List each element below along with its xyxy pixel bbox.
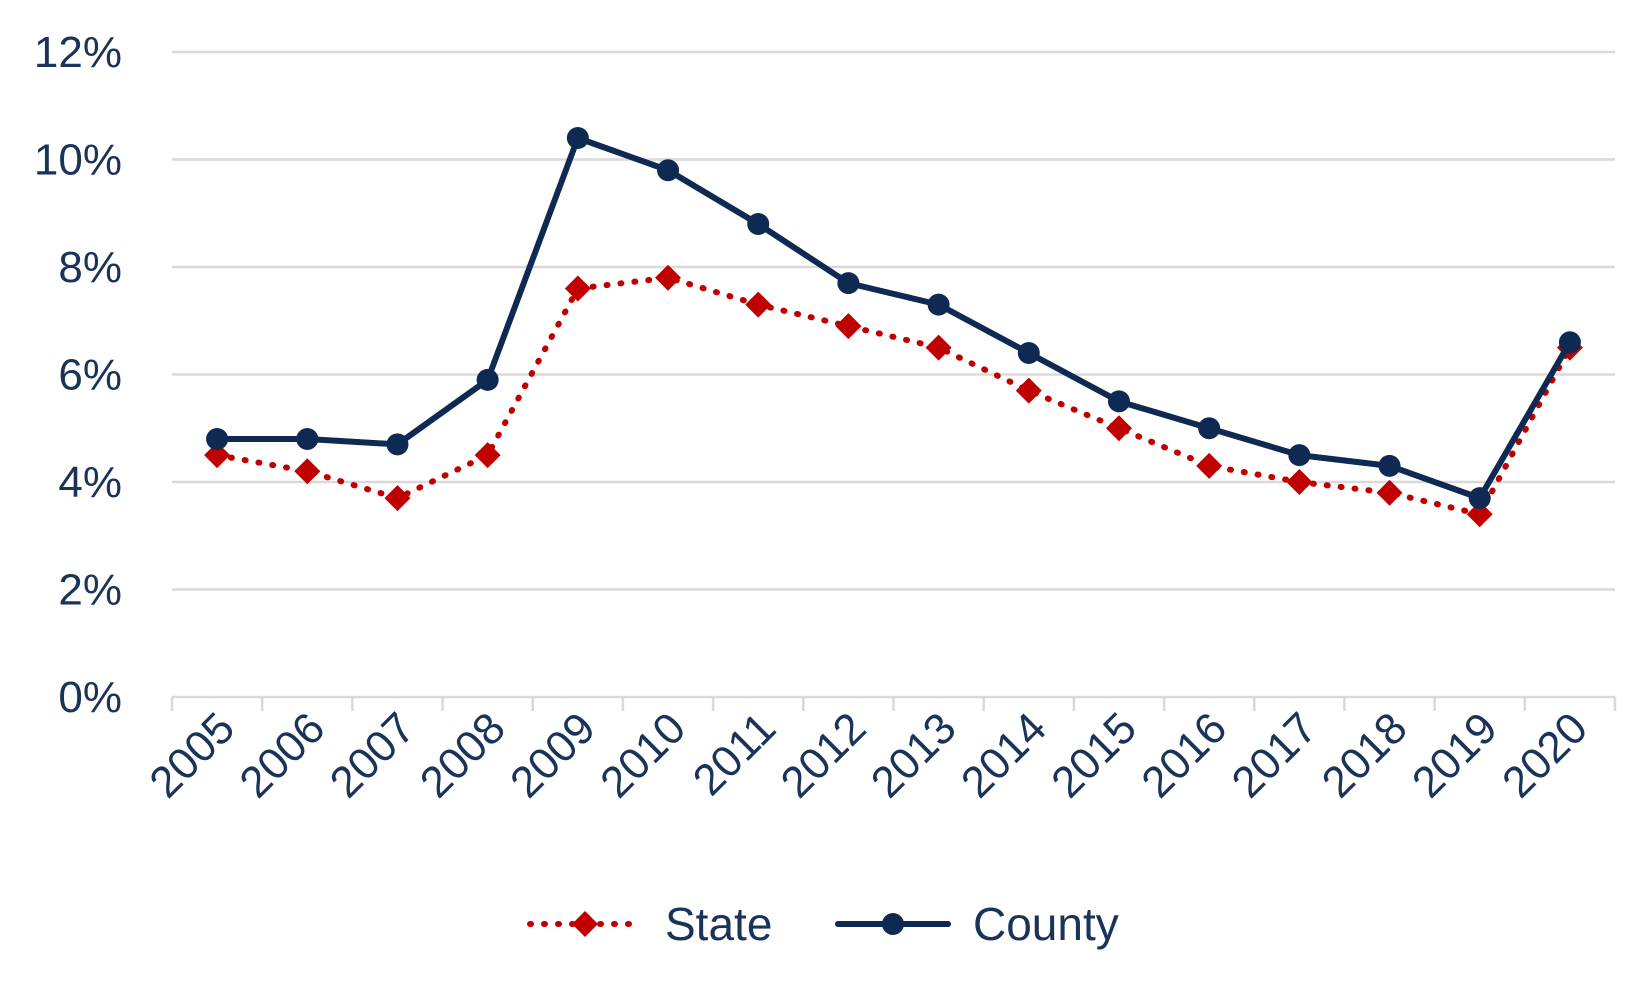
data-point-county bbox=[927, 293, 950, 316]
series-line-state bbox=[214, 274, 1573, 518]
data-point-county bbox=[1017, 342, 1040, 364]
x-tick-label: 2015 bbox=[1042, 703, 1146, 807]
x-tick-label: 2007 bbox=[321, 703, 425, 807]
data-point-county bbox=[1198, 417, 1221, 440]
y-tick-label: 8% bbox=[58, 243, 122, 292]
gridlines bbox=[172, 50, 1615, 591]
y-tick-label: 10% bbox=[34, 136, 122, 185]
series-county bbox=[206, 127, 1581, 510]
data-point-state bbox=[1286, 469, 1313, 495]
y-tick-label: 2% bbox=[58, 566, 122, 615]
x-tick-label: 2011 bbox=[684, 703, 786, 805]
data-point-state bbox=[1196, 452, 1223, 479]
data-point-state bbox=[384, 485, 411, 512]
y-tick-label: 0% bbox=[58, 673, 122, 722]
data-point-state bbox=[835, 313, 862, 340]
legend-item-county: County bbox=[835, 898, 1119, 950]
data-point-state bbox=[745, 291, 772, 318]
data-point-state bbox=[1105, 415, 1132, 442]
data-point-state bbox=[655, 264, 682, 291]
data-point-state bbox=[564, 275, 591, 302]
data-point-county bbox=[386, 433, 409, 456]
data-point-county bbox=[837, 272, 860, 295]
x-tick-label: 2005 bbox=[140, 703, 244, 807]
data-point-county bbox=[476, 368, 499, 391]
x-axis-labels: 2005200620072008200920102011201220132014… bbox=[140, 703, 1597, 807]
data-point-county bbox=[206, 428, 229, 450]
y-axis-labels: 0% 2% 4% 6% 8% 10% 12% bbox=[34, 28, 122, 722]
data-point-county bbox=[296, 428, 319, 450]
data-point-state bbox=[474, 442, 501, 469]
data-point-county bbox=[657, 159, 680, 182]
x-tick-label: 2012 bbox=[772, 703, 876, 807]
x-tick-label: 2020 bbox=[1493, 703, 1597, 807]
data-point-county bbox=[1558, 331, 1581, 354]
series-line-county bbox=[214, 135, 1573, 502]
legend-label-state: State bbox=[665, 898, 772, 950]
data-point-state bbox=[204, 442, 231, 469]
legend: State County bbox=[527, 898, 1119, 950]
x-tick-label: 2010 bbox=[591, 703, 695, 807]
y-tick-label: 12% bbox=[34, 28, 122, 77]
x-tick-label: 2008 bbox=[411, 703, 515, 807]
x-tick-label: 2018 bbox=[1313, 703, 1417, 807]
x-tick-label: 2014 bbox=[952, 703, 1056, 807]
x-tick-label: 2019 bbox=[1403, 703, 1507, 807]
data-point-county bbox=[566, 127, 589, 149]
series-state bbox=[204, 264, 1583, 528]
data-point-state bbox=[925, 334, 952, 361]
data-point-state bbox=[294, 458, 321, 485]
legend-marker-state bbox=[572, 911, 598, 937]
y-tick-label: 6% bbox=[58, 351, 122, 400]
data-point-county bbox=[1107, 390, 1130, 413]
legend-item-state: State bbox=[527, 898, 772, 950]
x-tick-label: 2006 bbox=[230, 703, 334, 807]
x-tick-label: 2009 bbox=[501, 703, 605, 807]
data-point-county bbox=[1468, 487, 1491, 510]
data-point-state bbox=[1376, 479, 1403, 506]
data-point-county bbox=[1288, 444, 1311, 467]
legend-marker-county bbox=[882, 913, 904, 935]
data-point-county bbox=[747, 213, 770, 235]
x-tick-label: 2016 bbox=[1132, 703, 1236, 807]
x-tick-label: 2017 bbox=[1223, 703, 1327, 807]
data-point-county bbox=[1378, 454, 1401, 477]
x-axis-ticks bbox=[170, 697, 1617, 711]
x-tick-label: 2013 bbox=[862, 703, 966, 807]
data-point-state bbox=[1015, 377, 1042, 404]
data-point-state bbox=[1466, 501, 1493, 528]
legend-label-county: County bbox=[973, 898, 1119, 950]
y-tick-label: 4% bbox=[58, 458, 122, 507]
